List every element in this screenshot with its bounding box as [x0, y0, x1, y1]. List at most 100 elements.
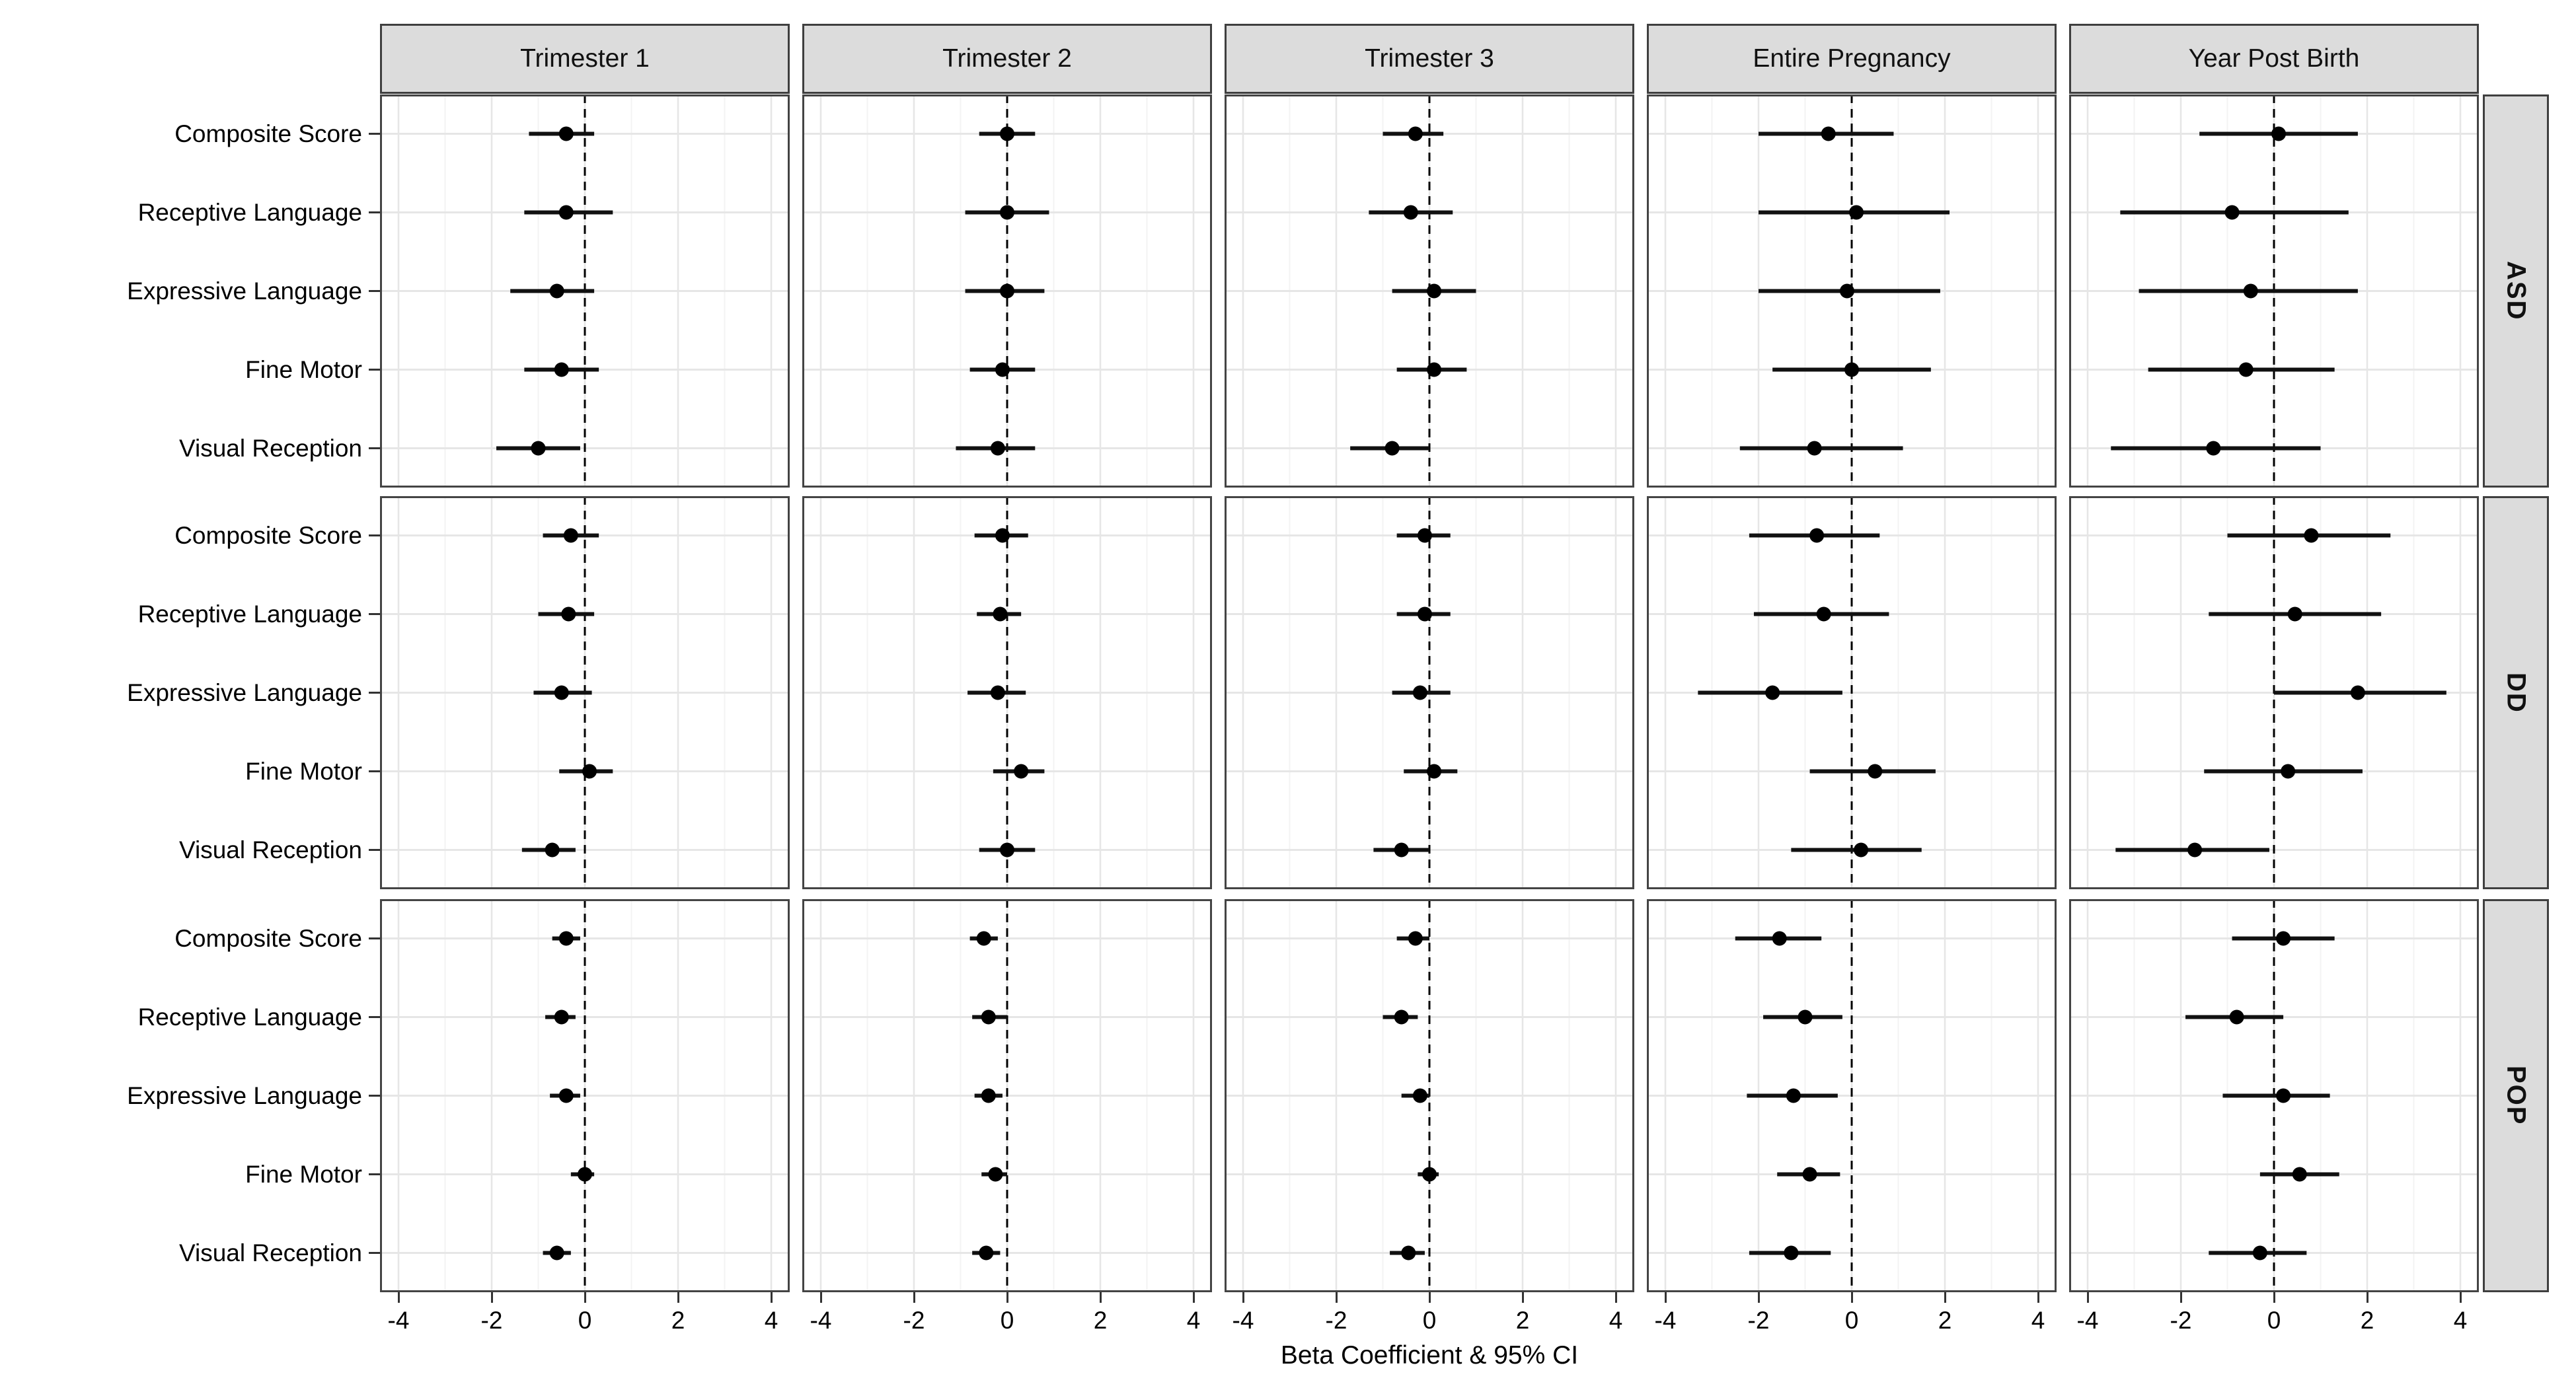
- facet-strip-pop: POP: [2483, 899, 2549, 1292]
- y-axis-tick: [369, 447, 380, 449]
- point-marker-expressive-language: [2350, 685, 2365, 700]
- x-axis-tick: [1614, 1292, 1617, 1303]
- y-axis-tick: [369, 849, 380, 851]
- x-axis-tick-label: -2: [1325, 1307, 1347, 1334]
- point-marker-fine-motor: [995, 362, 1010, 377]
- point-marker-fine-motor: [1802, 1167, 1817, 1182]
- x-axis-tick-label: 2: [671, 1307, 685, 1334]
- x-axis-tick: [2459, 1292, 2462, 1303]
- y-axis-label-composite-score: Composite Score: [174, 120, 362, 147]
- x-axis-tick-label: -4: [387, 1307, 410, 1334]
- x-axis-tick: [1192, 1292, 1195, 1303]
- x-axis-tick: [1006, 1292, 1008, 1303]
- panel-dd-trimester-3: [1225, 496, 1634, 889]
- x-axis-tick: [2179, 1292, 2182, 1303]
- y-axis-label-receptive-language: Receptive Language: [137, 198, 362, 226]
- x-axis-title: Beta Coefficient & 95% CI: [1280, 1341, 1579, 1370]
- facet-header-year-post-birth: Year Post Birth: [2069, 24, 2479, 94]
- point-marker-receptive-language: [2224, 205, 2240, 220]
- panel-border: [802, 496, 1212, 889]
- facet-strip-label: POP: [2501, 1066, 2531, 1126]
- x-axis-tick-label: 2: [1515, 1307, 1530, 1334]
- x-axis-tick-label: -2: [903, 1307, 925, 1334]
- point-marker-composite-score: [2271, 126, 2287, 141]
- point-marker-composite-score: [1408, 126, 1423, 141]
- panel-asd-year-post-birth: [2069, 94, 2479, 488]
- facet-header-trimester-1: Trimester 1: [380, 24, 790, 94]
- point-marker-fine-motor: [1868, 764, 1883, 779]
- point-marker-expressive-language: [990, 685, 1005, 700]
- point-marker-receptive-language: [993, 606, 1008, 622]
- panel-border: [380, 496, 790, 889]
- y-axis-label-expressive-language: Expressive Language: [127, 1081, 362, 1109]
- y-axis-label-fine-motor: Fine Motor: [245, 355, 362, 383]
- facet-header-trimester-3: Trimester 3: [1225, 24, 1634, 94]
- point-marker-composite-score: [1408, 931, 1423, 946]
- y-axis-tick: [369, 692, 380, 694]
- facet-strip-asd: ASD: [2483, 94, 2549, 488]
- point-marker-composite-score: [1417, 528, 1432, 543]
- y-axis-label-visual-reception: Visual Reception: [179, 434, 362, 462]
- point-marker-composite-score: [976, 931, 991, 946]
- x-axis-tick-label: -2: [2170, 1307, 2192, 1334]
- x-axis-tick: [2273, 1292, 2275, 1303]
- x-axis-tick: [913, 1292, 915, 1303]
- point-marker-visual-reception: [1784, 1245, 1799, 1261]
- y-axis-label-expressive-language: Expressive Language: [127, 277, 362, 305]
- point-marker-receptive-language: [1417, 606, 1432, 622]
- panel-asd-trimester-1: [380, 94, 790, 488]
- point-marker-fine-motor: [578, 1167, 592, 1182]
- panel-dd-entire-pregnancy: [1647, 496, 2057, 889]
- y-axis-label-visual-reception: Visual Reception: [179, 836, 362, 863]
- panel-asd-entire-pregnancy: [1647, 94, 2057, 488]
- panel-dd-trimester-2: [802, 496, 1212, 889]
- y-axis-label-composite-score: Composite Score: [174, 924, 362, 952]
- x-axis-tick-label: 0: [578, 1307, 592, 1334]
- x-axis-tick-label: -2: [1747, 1307, 1770, 1334]
- panel-dd-year-post-birth: [2069, 496, 2479, 889]
- x-axis-tick-label: 4: [1609, 1307, 1623, 1334]
- point-marker-visual-reception: [1000, 842, 1014, 858]
- point-marker-composite-score: [558, 931, 574, 946]
- panel-pop-entire-pregnancy: [1647, 899, 2057, 1292]
- x-axis-tick: [1944, 1292, 1946, 1303]
- y-axis-tick: [369, 133, 380, 135]
- x-axis-tick-label: 4: [2031, 1307, 2045, 1334]
- point-marker-visual-reception: [1807, 441, 1822, 456]
- point-marker-receptive-language: [558, 205, 574, 220]
- point-marker-visual-reception: [1401, 1245, 1416, 1261]
- point-marker-fine-motor: [1427, 362, 1442, 377]
- point-marker-composite-score: [1772, 931, 1787, 946]
- point-marker-fine-motor: [1422, 1167, 1437, 1182]
- point-marker-composite-score: [1000, 126, 1014, 141]
- y-axis-tick: [369, 1095, 380, 1097]
- x-axis-tick: [819, 1292, 822, 1303]
- point-marker-visual-reception: [2206, 441, 2221, 456]
- point-marker-receptive-language: [1000, 205, 1014, 220]
- point-marker-visual-reception: [990, 441, 1005, 456]
- point-marker-visual-reception: [2187, 842, 2203, 858]
- x-axis-tick: [584, 1292, 586, 1303]
- y-axis-label-receptive-language: Receptive Language: [137, 600, 362, 628]
- point-marker-receptive-language: [1394, 1009, 1409, 1025]
- point-marker-composite-score: [563, 528, 578, 543]
- x-axis-tick-label: 0: [1000, 1307, 1014, 1334]
- facet-strip-label: DD: [2501, 672, 2531, 713]
- point-marker-composite-score: [2304, 528, 2319, 543]
- facet-strip-dd: DD: [2483, 496, 2549, 889]
- point-marker-visual-reception: [531, 441, 546, 456]
- panel-asd-trimester-3: [1225, 94, 1634, 488]
- point-marker-receptive-language: [2229, 1009, 2244, 1025]
- point-marker-visual-reception: [979, 1245, 994, 1261]
- point-marker-receptive-language: [1798, 1009, 1813, 1025]
- y-axis-tick: [369, 613, 380, 615]
- point-marker-visual-reception: [1854, 842, 1869, 858]
- point-marker-visual-reception: [2252, 1245, 2267, 1261]
- panel-pop-trimester-1: [380, 899, 790, 1292]
- panel-border: [2069, 496, 2479, 889]
- panel-asd-trimester-2: [802, 94, 1212, 488]
- x-axis-tick: [1521, 1292, 1524, 1303]
- point-marker-fine-motor: [1427, 764, 1442, 779]
- y-axis-label-visual-reception: Visual Reception: [179, 1239, 362, 1266]
- x-axis-tick-label: -4: [1654, 1307, 1677, 1334]
